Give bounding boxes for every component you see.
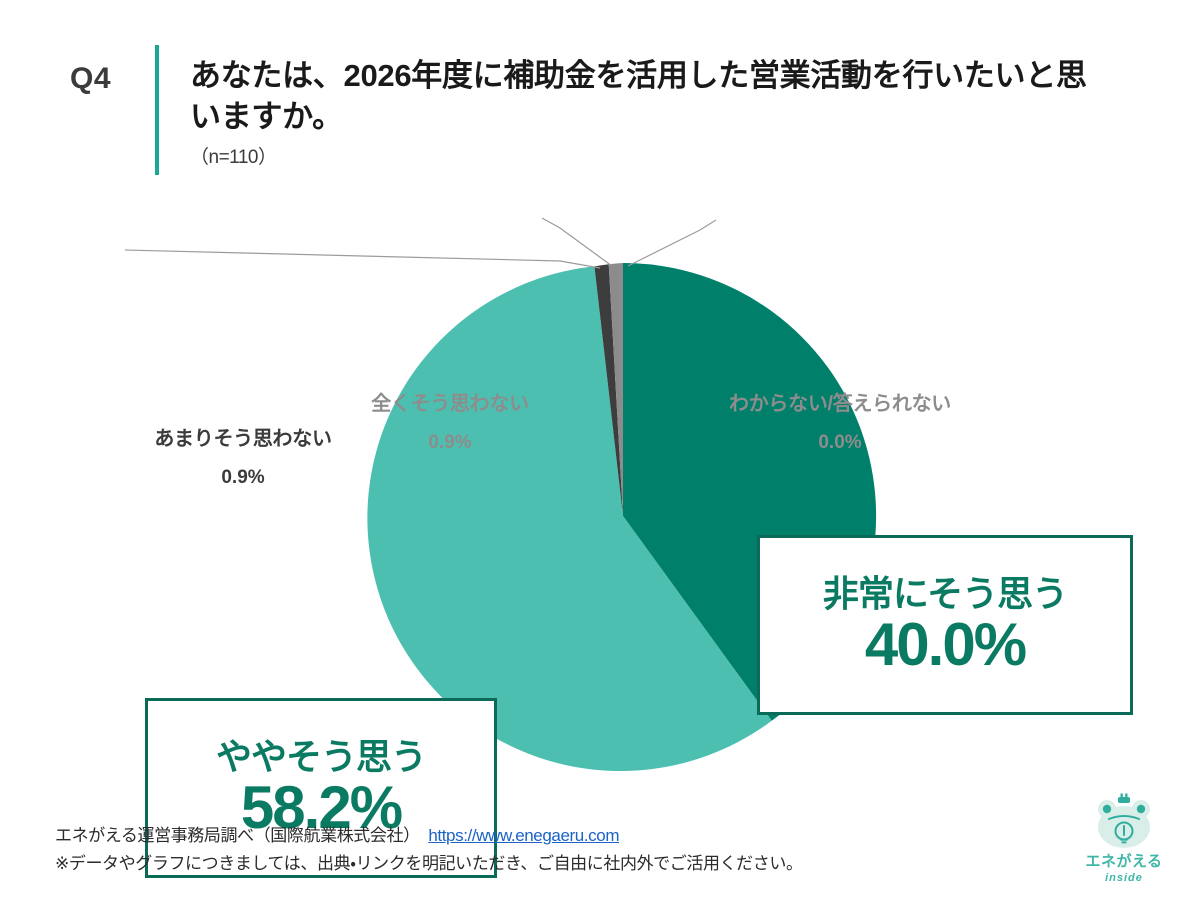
leader-line-amari (124, 249, 601, 269)
logo-name: エネがえる (1085, 853, 1163, 870)
leader-line-mattaku (541, 217, 613, 267)
slice-label-mattaku-value: 0.9% (428, 432, 472, 453)
footer-source-line: エネがえる運営事務局調べ（国際航業株式会社） https://www.enega… (55, 822, 955, 850)
question-number: Q4 (70, 62, 112, 95)
enegaeru-logo: エネがえる inside (1068, 793, 1180, 891)
slice-label-amari-name: あまりそう思わない (154, 428, 332, 450)
page-header: Q4 あなたは、2026年度に補助金を活用した営業活動を行いたいと思いますか。 … (0, 0, 1200, 190)
footer-url-link[interactable]: https://www.enegaeru.com (428, 826, 620, 845)
pie-slice-yaya[interactable] (367, 266, 772, 772)
callout-yaya-value: 58.2% (240, 773, 403, 841)
slice-label-wakaranai-value: 0.0% (818, 432, 862, 453)
slice-label-mattaku: 全くそう思わない 0.9% (335, 390, 565, 457)
callout-yaya: ややそう思う 58.2% (145, 698, 497, 878)
footer: エネがえる運営事務局調べ（国際航業株式会社） https://www.enega… (55, 822, 955, 877)
slice-label-mattaku-name: 全くそう思わない (371, 393, 529, 415)
callout-yaya-name: ややそう思う (215, 736, 427, 778)
frog-mascot-icon (1098, 793, 1150, 848)
leader-lines (124, 217, 717, 269)
pie-slice-mattaku[interactable] (608, 263, 623, 516)
footer-source-text: エネがえる運営事務局調べ（国際航業株式会社） (55, 826, 420, 845)
slice-label-wakaranai: わからない/答えられない 0.0% (690, 390, 990, 457)
pie-chart: あまりそう思わない 0.9% 全くそう思わない 0.9% わからない/答えられな… (0, 190, 1200, 878)
accent-bar (155, 45, 159, 175)
pie-slice-amari[interactable] (594, 264, 623, 516)
sample-size: （n=110） (190, 147, 277, 168)
callout-hijyou: 非常にそう思う 40.0% (757, 535, 1133, 715)
page-title: あなたは、2026年度に補助金を活用した営業活動を行いたいと思いますか。 (190, 58, 1087, 134)
slice-label-wakaranai-name: わからない/答えられない (729, 393, 951, 415)
slice-label-amari-value: 0.9% (221, 467, 265, 488)
callout-hijyou-name: 非常にそう思う (822, 573, 1068, 615)
slice-label-amari: あまりそう思わない 0.9% (118, 425, 368, 492)
callout-hijyou-value: 40.0% (864, 610, 1027, 678)
logo-sub: inside (1105, 872, 1143, 884)
leader-line-wakaranai (627, 219, 717, 267)
footer-note: ※データやグラフにつきましては、出典・リンクを明記いただき、ご自由に社内外でご活… (55, 853, 803, 873)
